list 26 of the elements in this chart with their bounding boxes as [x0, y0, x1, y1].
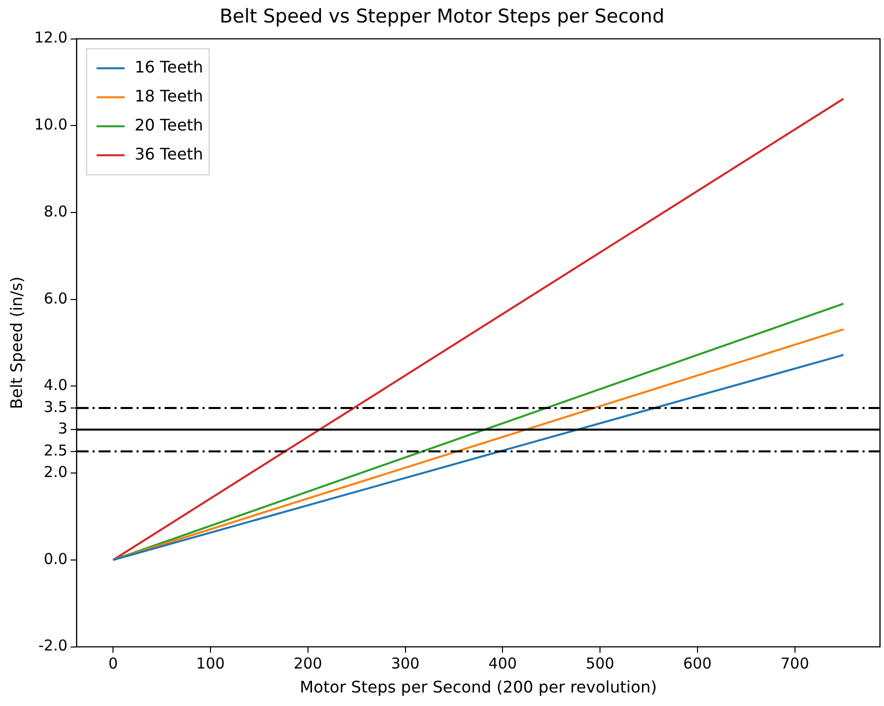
x-tick-label: 700	[780, 654, 810, 673]
x-tick-label: 100	[196, 654, 225, 673]
y-tick-label: 2.0	[44, 462, 68, 481]
y-tick-label: 3	[58, 420, 68, 438]
y-tick-label: 6.0	[44, 289, 68, 308]
x-tick-label: 200	[294, 654, 322, 673]
y-axis-title: Belt Speed (in/s)	[6, 276, 26, 410]
legend-label: 20 Teeth	[134, 115, 204, 134]
legend-label: 18 Teeth	[134, 86, 204, 106]
y-tick-label: 8.0	[44, 202, 68, 220]
y-tick-label: 3.5	[44, 398, 68, 416]
legend-label: 16 Teeth	[134, 57, 204, 76]
y-tick-label: 0.0	[44, 550, 68, 568]
legend-label: 36 Teeth	[134, 144, 204, 164]
y-tick-label: 4.0	[44, 376, 68, 394]
y-tick-label: 10.0	[34, 116, 68, 134]
x-tick-label: 600	[683, 654, 712, 673]
x-axis-title: Motor Steps per Second (200 per revolution)	[300, 678, 657, 697]
x-tick-label: 400	[488, 654, 517, 673]
y-tick-label: -2.0	[38, 636, 68, 655]
x-tick-label: 500	[586, 654, 614, 673]
y-tick-label: 2.5	[44, 441, 68, 460]
x-tick-label: 0	[108, 654, 118, 673]
y-tick-label: 12.0	[34, 28, 68, 47]
x-tick-label: 300	[390, 654, 420, 673]
chart-title: Belt Speed vs Stepper Motor Steps per Second	[220, 5, 664, 28]
